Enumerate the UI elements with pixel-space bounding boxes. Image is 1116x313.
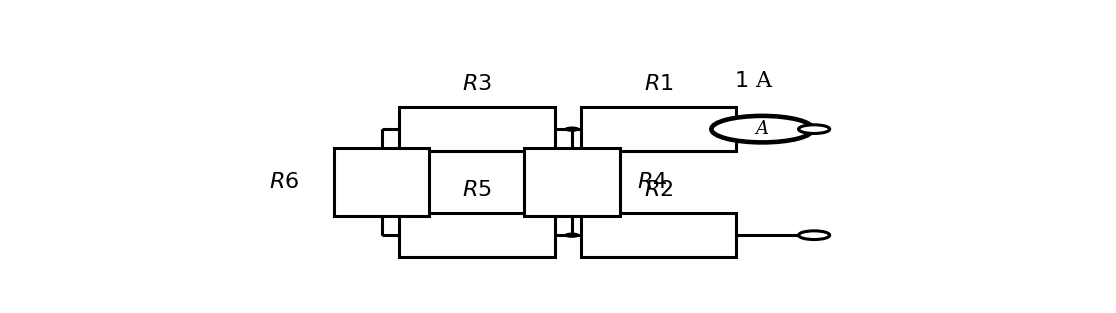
Bar <box>580 213 737 257</box>
Bar <box>334 148 430 216</box>
Bar <box>580 107 737 151</box>
Circle shape <box>565 127 579 131</box>
Ellipse shape <box>711 116 814 142</box>
Bar <box>400 213 555 257</box>
Bar <box>525 148 619 216</box>
Bar <box>400 107 555 151</box>
Text: $R4$: $R4$ <box>637 171 667 193</box>
Text: $R1$: $R1$ <box>644 74 673 95</box>
Text: $1$ A: $1$ A <box>734 70 773 92</box>
Text: A: A <box>756 120 769 138</box>
Circle shape <box>565 233 579 237</box>
Text: $R5$: $R5$ <box>462 179 492 202</box>
Text: $R3$: $R3$ <box>462 74 492 95</box>
Circle shape <box>799 125 829 133</box>
Text: $R6$: $R6$ <box>269 171 299 193</box>
Text: $R2$: $R2$ <box>644 179 673 202</box>
Circle shape <box>799 231 829 239</box>
